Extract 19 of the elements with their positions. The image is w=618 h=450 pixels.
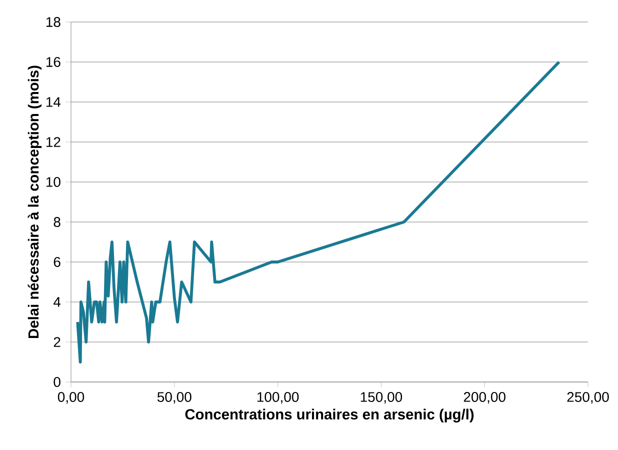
y-tick-label: 4 — [53, 297, 61, 307]
y-tick-label: 16 — [46, 57, 60, 67]
x-tick-label: 0,00 — [58, 392, 84, 404]
y-tick-label: 12 — [46, 137, 60, 147]
y-axis-title: Delai nécessaire à la conception (mois) — [28, 66, 42, 338]
x-tick-label: 250,00 — [567, 392, 609, 404]
x-tick-label: 100,00 — [257, 392, 299, 404]
y-tick-label: 10 — [46, 177, 60, 187]
line-series — [76, 60, 561, 364]
y-tick-label: 2 — [54, 337, 60, 347]
x-tick-label: 50,00 — [157, 392, 192, 404]
y-tick-label: 0 — [54, 377, 60, 387]
x-tick-label: 150,00 — [360, 392, 402, 404]
y-tick-label: 6 — [54, 257, 60, 267]
y-tick-label: 18 — [46, 17, 60, 27]
y-tick-label: 8 — [54, 217, 60, 227]
x-axis-title: Concentrations urinaires en arsenic (µg/l) — [185, 408, 474, 422]
x-tick-label: 200,00 — [464, 392, 506, 404]
y-tick-label: 14 — [46, 97, 61, 107]
